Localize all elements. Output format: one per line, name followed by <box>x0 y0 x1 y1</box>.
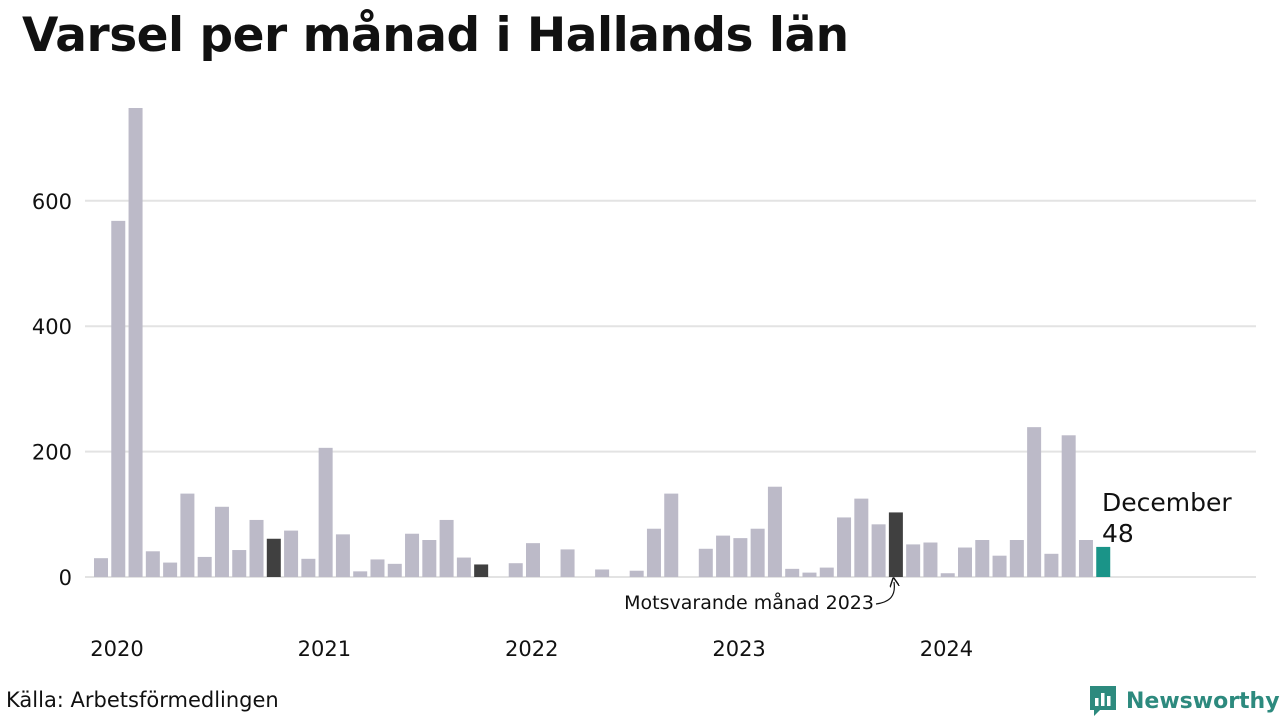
bar <box>802 572 817 577</box>
bar <box>232 550 247 577</box>
y-axis: 0 200 400 600 <box>32 190 72 590</box>
source-note: Källa: Arbetsförmedlingen <box>6 688 279 712</box>
y-tick-label: 400 <box>32 315 72 339</box>
bar <box>733 538 748 577</box>
bar <box>785 568 800 577</box>
brand-name: Newsworthy <box>1126 688 1280 714</box>
x-tick-label: 2020 <box>90 637 143 661</box>
annotation-label: Motsvarande månad 2023 <box>624 591 874 614</box>
y-tick-label: 200 <box>32 441 72 465</box>
bar <box>992 555 1007 577</box>
x-tick-label: 2022 <box>505 637 558 661</box>
bar <box>854 498 869 577</box>
bar <box>906 544 921 577</box>
bar <box>439 519 454 577</box>
bar <box>1096 546 1111 577</box>
bar <box>888 512 903 577</box>
x-tick-label: 2021 <box>298 637 351 661</box>
bar <box>180 493 195 577</box>
bar <box>923 542 938 577</box>
bars <box>94 108 1111 577</box>
current-month-value: 48 <box>1102 519 1134 548</box>
bar <box>249 519 264 577</box>
annotations: Motsvarande månad 2023 December 48 <box>624 488 1232 614</box>
chart-title: Varsel per månad i Hallands län <box>22 8 849 63</box>
bar <box>111 220 126 577</box>
newsworthy-logo: Newsworthy <box>1088 684 1280 718</box>
x-axis: 2020 2021 2022 2023 2024 <box>90 637 973 661</box>
bar <box>664 493 679 577</box>
bar <box>940 573 955 577</box>
bar <box>335 534 350 577</box>
bar <box>716 535 731 577</box>
bar <box>301 558 316 577</box>
bar <box>629 570 644 577</box>
x-tick-label: 2023 <box>712 637 765 661</box>
newsworthy-logo-icon <box>1090 686 1116 716</box>
bar <box>975 540 990 577</box>
bar <box>767 486 782 577</box>
bar <box>197 556 212 577</box>
bar <box>958 547 972 577</box>
x-tick-label: 2024 <box>920 637 973 661</box>
current-month-label: December <box>1102 488 1232 517</box>
bar <box>405 533 420 577</box>
bar <box>819 567 834 577</box>
bar <box>1044 553 1059 577</box>
bar <box>163 562 178 577</box>
bar <box>508 563 523 577</box>
bar <box>284 530 299 577</box>
bar <box>145 551 160 577</box>
bar <box>750 528 765 577</box>
y-tick-label: 0 <box>59 566 72 590</box>
bar <box>560 549 575 577</box>
bar <box>318 447 333 577</box>
bar <box>595 569 610 577</box>
bar <box>837 517 852 577</box>
y-tick-label: 600 <box>32 190 72 214</box>
bar <box>1061 435 1076 577</box>
bar <box>456 557 471 577</box>
bar <box>526 543 540 577</box>
bar <box>387 563 402 577</box>
bar <box>871 524 886 577</box>
bar <box>266 538 281 577</box>
bar <box>1009 540 1024 577</box>
bar <box>94 558 108 577</box>
bar <box>646 528 661 577</box>
bar <box>474 564 489 577</box>
bar <box>698 548 713 577</box>
bar <box>422 540 437 577</box>
bar <box>370 559 385 577</box>
bar <box>1078 540 1093 577</box>
bar <box>1027 427 1042 577</box>
bar <box>353 571 368 577</box>
bar <box>214 506 229 577</box>
bar <box>128 108 143 577</box>
annotation-arrow <box>875 582 894 605</box>
